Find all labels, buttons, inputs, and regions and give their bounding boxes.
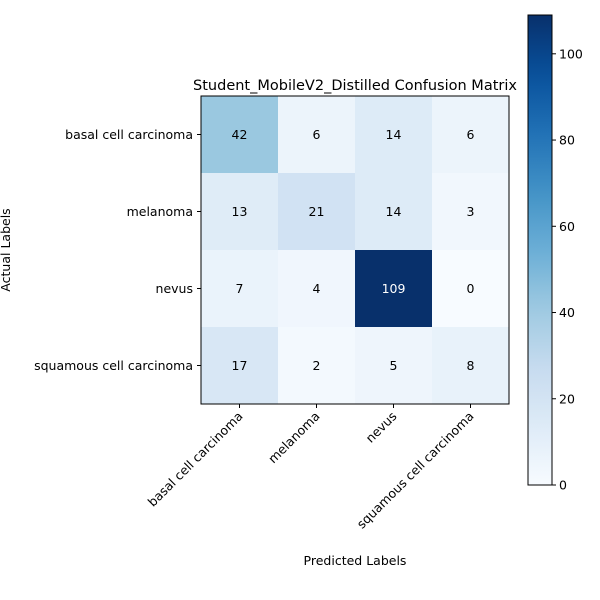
colorbar-tick-label: 100	[559, 46, 583, 61]
heatmap-cell	[201, 173, 279, 251]
colorbar: 0 20 40 60 80 100	[527, 14, 583, 493]
heatmap-cell	[432, 250, 510, 328]
cell-value-labels: 42 6 14 6 13 21 14 3 7 4 109 0 17 2 5 8	[232, 127, 475, 373]
heatmap-cell	[355, 96, 433, 174]
cell-value-label: 13	[232, 204, 248, 219]
x-axis-label: Predicted Labels	[304, 553, 407, 568]
cell-value-label: 8	[467, 358, 475, 373]
y-tick-label: basal cell carcinoma	[65, 127, 193, 142]
colorbar-tick-label: 0	[559, 478, 567, 493]
cell-value-label: 17	[232, 358, 248, 373]
cell-value-label: 6	[467, 127, 475, 142]
y-tick-label: nevus	[156, 281, 193, 296]
heatmap-cell	[432, 96, 510, 174]
y-tick-label: squamous cell carcinoma	[34, 358, 193, 373]
x-tick-label: melanoma	[265, 409, 323, 467]
cell-value-label: 2	[313, 358, 321, 373]
cell-value-label: 42	[232, 127, 248, 142]
y-axis-label: Actual Labels	[0, 208, 13, 291]
heatmap-cell	[278, 96, 356, 174]
x-tick-label: nevus	[363, 409, 400, 446]
cell-value-label: 21	[309, 204, 325, 219]
heatmap-cell	[355, 173, 433, 251]
cell-value-label: 5	[390, 358, 398, 373]
y-axis-ticks: basal cell carcinoma melanoma nevus squamou…	[34, 127, 201, 373]
plot-frame	[200, 95, 510, 405]
heatmap-cell	[355, 327, 433, 405]
cell-value-label: 6	[313, 127, 321, 142]
chart-title: Student_MobileV2_Distilled Confusion Mat…	[193, 78, 517, 94]
colorbar-tick-label: 40	[559, 305, 575, 320]
colorbar-tick-label: 20	[559, 391, 575, 406]
cell-value-label: 4	[313, 281, 321, 296]
colorbar-tick-label: 60	[559, 219, 575, 234]
cell-value-label: 109	[382, 281, 406, 296]
colorbar-gradient	[527, 14, 553, 486]
heatmap-cell	[201, 250, 279, 328]
heatmap-cell	[278, 327, 356, 405]
heatmap-cell	[278, 173, 356, 251]
colorbar-tick-label: 80	[559, 133, 575, 148]
x-axis-ticks: basal cell carcinoma melanoma nevussquamou…	[145, 404, 477, 531]
heatmap-cell	[201, 96, 279, 174]
heatmap-cell	[432, 327, 510, 405]
cell-value-label: 14	[386, 204, 402, 219]
heatmap-cell	[355, 250, 433, 328]
cell-value-label: 3	[467, 204, 475, 219]
heatmap-cells	[201, 96, 510, 405]
heatmap-cell	[278, 250, 356, 328]
x-tick-label: basal cell carcinoma	[145, 409, 246, 510]
cell-value-label: 7	[236, 281, 244, 296]
heatmap-cell	[432, 173, 510, 251]
cell-value-label: 14	[386, 127, 402, 142]
heatmap-cell	[201, 327, 279, 405]
y-tick-label: melanoma	[127, 204, 193, 219]
cell-value-label: 0	[467, 281, 475, 296]
